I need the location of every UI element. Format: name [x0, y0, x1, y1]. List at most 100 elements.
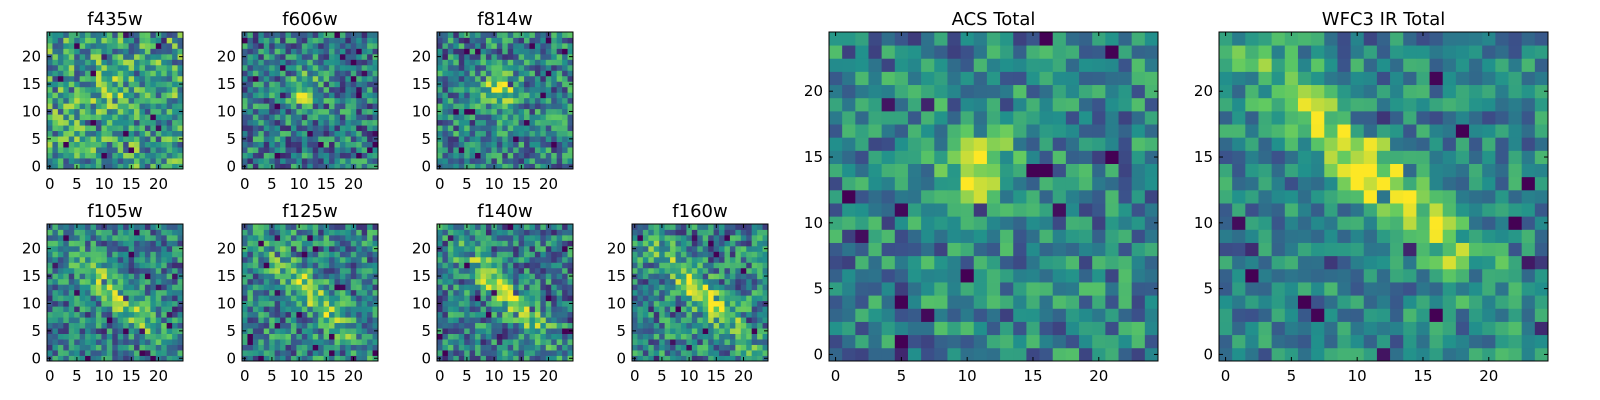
heatmap-cell — [90, 306, 97, 313]
heatmap-cell — [740, 289, 747, 296]
heatmap-cell — [112, 125, 119, 132]
heatmap-cell — [442, 141, 449, 148]
heatmap-cell — [166, 75, 173, 82]
heatmap-cell — [47, 278, 53, 285]
heatmap-cell — [735, 240, 742, 247]
heatmap-cell — [469, 333, 476, 340]
heatmap-cell — [496, 306, 503, 313]
heatmap-cell — [350, 322, 357, 329]
heatmap-cell — [567, 64, 574, 71]
heatmap-cell — [751, 295, 758, 302]
heatmap-cell — [280, 328, 286, 334]
heatmap-cell — [112, 256, 119, 263]
heatmap-cell — [258, 141, 265, 148]
heatmap-cell — [464, 37, 471, 44]
heatmap-cell — [345, 75, 352, 82]
heatmap-cell — [458, 262, 465, 269]
heatmap-cell — [367, 70, 373, 77]
heatmap-cell — [545, 37, 552, 44]
heatmap-cell — [540, 48, 547, 55]
heatmap-cell — [437, 333, 443, 340]
heatmap-cell — [534, 103, 541, 110]
heatmap-cell — [680, 234, 687, 241]
heatmap-cell — [529, 234, 536, 241]
heatmap-cell — [518, 317, 525, 324]
heatmap-cell — [518, 130, 525, 137]
heatmap-cell — [128, 251, 135, 258]
heatmap-cell — [529, 273, 536, 280]
heatmap-cell — [106, 32, 113, 38]
heatmap-cell — [469, 267, 476, 274]
heatmap-cell — [247, 81, 254, 88]
heatmap-cell — [507, 240, 514, 247]
heatmap-cell — [323, 289, 330, 296]
heatmap-cell — [274, 92, 281, 99]
heatmap-cell — [285, 245, 292, 252]
heatmap-cell — [63, 103, 70, 110]
heatmap-cell — [540, 306, 547, 313]
heatmap-cell — [63, 234, 70, 241]
heatmap-cell — [829, 216, 843, 230]
heatmap-cell — [95, 32, 102, 38]
heatmap-cell — [524, 328, 530, 334]
heatmap-cell — [458, 234, 465, 241]
heatmap-cell — [312, 103, 319, 110]
heatmap-cell — [90, 130, 97, 137]
heatmap-cell — [307, 75, 314, 82]
heatmap-cell — [139, 152, 146, 159]
heatmap-cell — [139, 81, 146, 88]
heatmap-cell — [296, 158, 303, 164]
heatmap-cell — [290, 130, 297, 137]
heatmap-cell — [312, 333, 319, 340]
heatmap-cell — [1092, 229, 1106, 243]
heatmap-cell — [274, 251, 281, 258]
heatmap-cell — [502, 53, 509, 60]
heatmap-cell — [1092, 176, 1106, 191]
heatmap-cell — [101, 108, 108, 115]
heatmap-cell — [74, 295, 81, 302]
heatmap-cell — [648, 311, 655, 318]
heatmap-cell — [290, 284, 297, 291]
x-tick-label: 20 — [149, 175, 168, 193]
heatmap-cell — [507, 256, 514, 263]
heatmap-cell — [507, 152, 514, 159]
heatmap-cell — [740, 240, 747, 247]
heatmap-cell — [339, 295, 346, 302]
heatmap-cell — [68, 267, 75, 274]
heatmap-cell — [301, 328, 308, 334]
heatmap-cell — [155, 300, 162, 307]
heatmap-cell — [491, 317, 498, 324]
heatmap-cell — [540, 81, 547, 88]
heatmap-cell — [907, 347, 922, 362]
heatmap-cell — [746, 322, 753, 329]
heatmap-cell — [534, 278, 541, 285]
heatmap-cell — [68, 92, 75, 99]
heatmap-cell — [52, 32, 59, 38]
heatmap-cell — [757, 273, 763, 280]
heatmap-cell — [829, 321, 843, 336]
heatmap-cell — [442, 289, 449, 296]
heatmap-cell — [534, 141, 541, 148]
y-tick-label: 10 — [22, 294, 41, 312]
heatmap-cell — [842, 203, 856, 217]
heatmap-cell — [285, 147, 292, 153]
heatmap-cell — [90, 245, 97, 252]
heatmap-cell — [166, 273, 173, 280]
heatmap-cell — [567, 114, 574, 121]
heatmap-cell — [496, 328, 503, 334]
heatmap-cell — [274, 273, 281, 280]
heatmap-cell — [670, 339, 676, 345]
heatmap-cells — [242, 224, 379, 362]
heatmap-cell — [90, 141, 97, 148]
heatmap-cell — [356, 114, 363, 121]
heatmap-cell — [648, 256, 655, 263]
heatmap-cell — [556, 108, 563, 115]
panel-title: f606w — [282, 9, 337, 30]
heatmap-cell — [47, 92, 53, 99]
heatmap-cell — [686, 339, 693, 345]
heatmap-cell — [285, 306, 292, 313]
heatmap-cell — [290, 158, 297, 164]
heatmap-cell — [757, 289, 763, 296]
heatmap-cell — [1052, 347, 1067, 362]
